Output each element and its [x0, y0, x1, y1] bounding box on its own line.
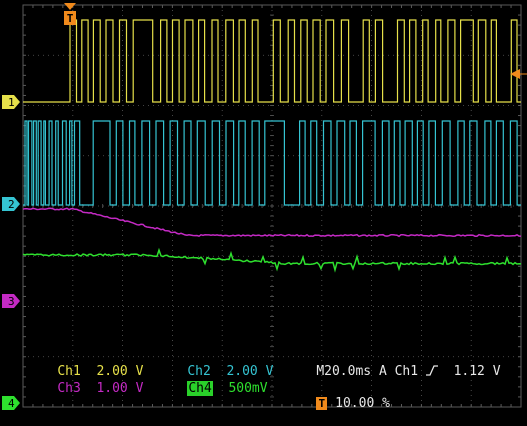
- trigger-position: 10.00 %: [335, 396, 390, 411]
- ch3-scale: 1.00 V: [96, 381, 144, 396]
- ch4-label: Ch4: [187, 381, 213, 396]
- svg-text:T: T: [67, 12, 74, 25]
- timebase: M20.0ms: [316, 364, 372, 379]
- trigger-source: Ch1: [394, 364, 419, 379]
- trigger-position-marker[interactable]: T: [64, 3, 76, 25]
- trigger-level-icon[interactable]: [510, 69, 527, 79]
- ch1-ground-marker[interactable]: 1: [2, 95, 20, 109]
- ch4-ground-marker[interactable]: 4: [2, 396, 20, 410]
- trigger-level: 1.12 V: [453, 364, 501, 379]
- ch1-waveform: [23, 19, 521, 103]
- svg-text:3: 3: [8, 295, 15, 308]
- ch1-readout: Ch1 2.00 V: [26, 349, 143, 394]
- oscilloscope-screen: T 1 2 3 4 Ch1 2.00 V Ch2 2.00 V: [2, 3, 527, 411]
- ch3-label: Ch3: [57, 381, 81, 396]
- ch4-scale: 500mV: [228, 381, 268, 396]
- acq-mode: A: [378, 364, 387, 379]
- ch2-label: Ch2: [187, 364, 211, 379]
- ch2-readout: Ch2 2.00 V: [156, 349, 273, 394]
- waveform-display: T 1 2 3 4: [2, 3, 527, 410]
- ch4-waveform: [22, 247, 522, 273]
- svg-text:4: 4: [8, 397, 15, 410]
- ch4-readout: Ch4 500mV: [156, 366, 268, 411]
- trigger-position-icon: T: [316, 397, 328, 410]
- rising-edge-icon: [425, 365, 438, 376]
- timebase-trigger-readout: M20.0ms A Ch1 1.12 V: [285, 349, 501, 394]
- ch2-ground-marker[interactable]: 2: [2, 197, 20, 211]
- ch3-waveform: [22, 207, 522, 238]
- ch2-scale: 2.00 V: [226, 364, 274, 379]
- ch1-label: Ch1: [57, 364, 81, 379]
- graticule: [22, 4, 522, 408]
- ch2-waveform: [23, 120, 521, 206]
- ch1-scale: 2.00 V: [96, 364, 144, 379]
- trigger-position-readout: T 10.00 %: [285, 381, 390, 426]
- ch3-readout: Ch3 1.00 V: [26, 366, 143, 411]
- ch3-ground-marker[interactable]: 3: [2, 294, 20, 308]
- svg-text:2: 2: [8, 198, 15, 211]
- svg-text:1: 1: [8, 96, 15, 109]
